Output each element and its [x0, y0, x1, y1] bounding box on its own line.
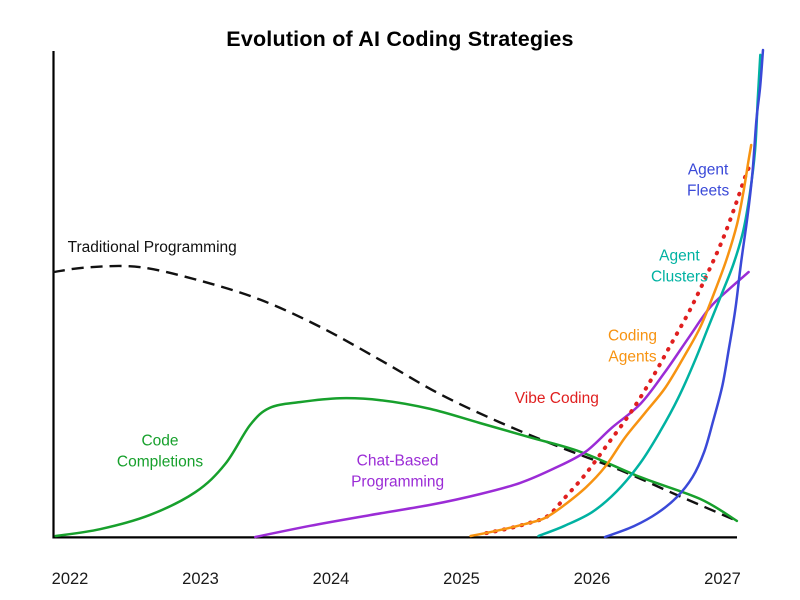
x-tick-2025: 2025 [443, 570, 480, 588]
label-chat-based-programming: Chat-Based Programming [351, 452, 444, 490]
label-traditional-programming: Traditional Programming [68, 239, 237, 256]
line-vibe-coding [484, 160, 754, 536]
x-tick-2024: 2024 [313, 570, 350, 588]
label-agent-fleets: Agent Fleets [687, 162, 729, 200]
line-agent-clusters [537, 53, 762, 538]
line-chat-based-programming [254, 270, 750, 539]
line-traditional-programming [52, 264, 738, 523]
line-coding-agents [469, 143, 753, 538]
x-tick-2023: 2023 [182, 570, 219, 588]
label-coding-agents: Coding Agents [608, 328, 657, 366]
x-tick-layer: 2022 2023 2024 2025 2026 2027 [52, 570, 741, 588]
x-tick-2027: 2027 [704, 570, 741, 588]
series-layer [52, 48, 765, 539]
x-tick-2026: 2026 [574, 570, 611, 588]
label-vibe-coding: Vibe Coding [515, 390, 599, 407]
x-tick-2022: 2022 [52, 570, 89, 588]
chart-title: Evolution of AI Coding Strategies [226, 27, 574, 51]
line-code-completions [54, 396, 739, 538]
label-agent-clusters: Agent Clusters [651, 248, 708, 286]
label-code-completions: Code Completions [117, 432, 203, 470]
label-layer: Traditional Programming Code Completions Ch… [68, 162, 730, 491]
line-agent-fleets [603, 48, 765, 539]
